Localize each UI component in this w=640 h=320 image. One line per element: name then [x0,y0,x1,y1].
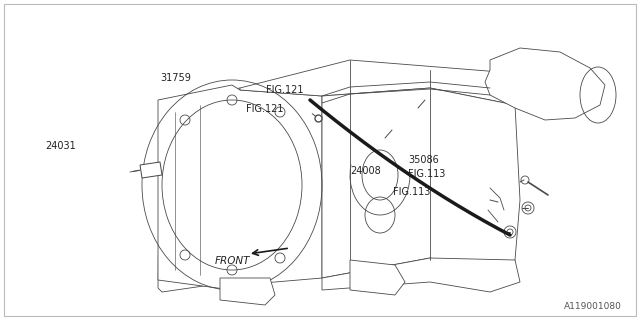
Polygon shape [485,48,605,120]
Text: FIG.113: FIG.113 [408,169,445,180]
Polygon shape [350,260,405,295]
Polygon shape [322,258,520,292]
Text: 31759: 31759 [160,73,191,84]
Polygon shape [158,88,245,292]
Text: FIG.121: FIG.121 [246,104,284,114]
Polygon shape [220,278,275,305]
Polygon shape [240,60,520,105]
Text: A119001080: A119001080 [564,302,622,311]
Text: 24008: 24008 [351,166,381,176]
Text: 35086: 35086 [408,155,439,165]
Text: FIG.113: FIG.113 [393,187,430,197]
Polygon shape [158,85,322,290]
Text: 24031: 24031 [45,140,76,151]
Polygon shape [322,88,520,278]
Text: FIG.121: FIG.121 [266,84,303,95]
Polygon shape [140,162,162,178]
Text: FRONT: FRONT [214,256,250,266]
